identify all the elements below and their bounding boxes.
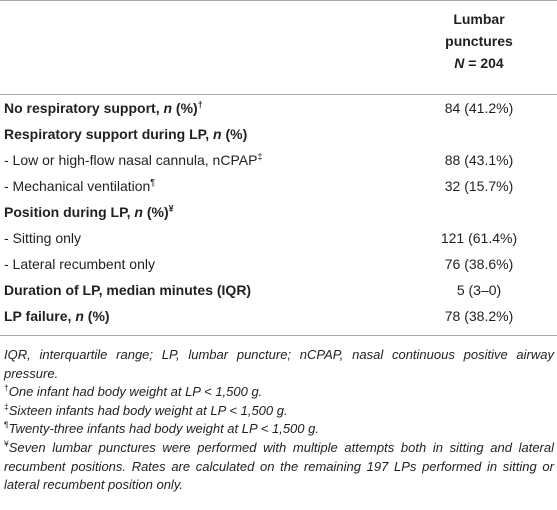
column-header-line1: Lumbar xyxy=(453,11,505,27)
footnote-dagger: †One infant had body weight at LP < 1,50… xyxy=(4,382,263,400)
row-label: Position during LP, n (%)¥ xyxy=(4,203,174,220)
column-header-count: N = 204 xyxy=(404,52,554,74)
row-label: - Sitting only xyxy=(4,230,82,246)
row-label: - Lateral recumbent only xyxy=(4,256,155,272)
table-row: - Low or high-flow nasal cannula, nCPAP‡… xyxy=(0,147,557,173)
table-row: - Sitting only 121 (61.4%) xyxy=(0,225,557,251)
row-value: 121 (61.4%) xyxy=(440,230,518,246)
footnote-yen: ¥Seven lumbar punctures were performed w… xyxy=(4,438,554,493)
table-body: No respiratory support, n (%)† 84 (41.2%… xyxy=(0,95,557,329)
footnote-pilcrow: ¶Twenty-three infants had body weight at… xyxy=(4,420,319,437)
column-header-line2: punctures xyxy=(445,33,513,49)
top-rule xyxy=(0,0,557,1)
row-value: 78 (38.2%) xyxy=(444,308,514,324)
table-row: No respiratory support, n (%)† 84 (41.2%… xyxy=(0,95,557,121)
row-value: 84 (41.2%) xyxy=(444,100,514,116)
table-row: Duration of LP, median minutes (IQR) 5 (… xyxy=(0,277,557,303)
table-row: LP failure, n (%) 78 (38.2%) xyxy=(0,303,557,329)
row-value: 88 (43.1%) xyxy=(444,152,514,168)
row-value: 5 (3–0) xyxy=(456,282,502,298)
table-row: Position during LP, n (%)¥ xyxy=(0,199,557,225)
row-label: - Low or high-flow nasal cannula, nCPAP‡ xyxy=(4,151,263,168)
row-label: Respiratory support during LP, n (%) xyxy=(4,126,248,142)
table-row: Respiratory support during LP, n (%) xyxy=(0,121,557,147)
header-rule xyxy=(0,94,557,95)
row-label: Duration of LP, median minutes (IQR) xyxy=(4,282,252,298)
column-header: Lumbar punctures N = 204 xyxy=(404,8,554,74)
row-label: LP failure, n (%) xyxy=(4,308,110,324)
table-row: - Lateral recumbent only 76 (38.6%) xyxy=(0,251,557,277)
bottom-rule xyxy=(0,335,557,336)
n-symbol: N xyxy=(454,55,465,71)
row-label: No respiratory support, n (%)† xyxy=(4,99,203,116)
table-row: - Mechanical ventilation¶ 32 (15.7%) xyxy=(0,173,557,199)
row-label: - Mechanical ventilation¶ xyxy=(4,177,156,194)
row-value: 32 (15.7%) xyxy=(444,178,514,194)
footnote-abbreviations: IQR, interquartile range; LP, lumbar pun… xyxy=(4,347,554,381)
n-value: = 204 xyxy=(468,55,504,71)
row-value: 76 (38.6%) xyxy=(444,256,514,272)
footnote-double-dagger: ‡Sixteen infants had body weight at LP <… xyxy=(4,401,288,418)
table-footnotes: IQR, interquartile range; LP, lumbar pun… xyxy=(4,346,554,495)
